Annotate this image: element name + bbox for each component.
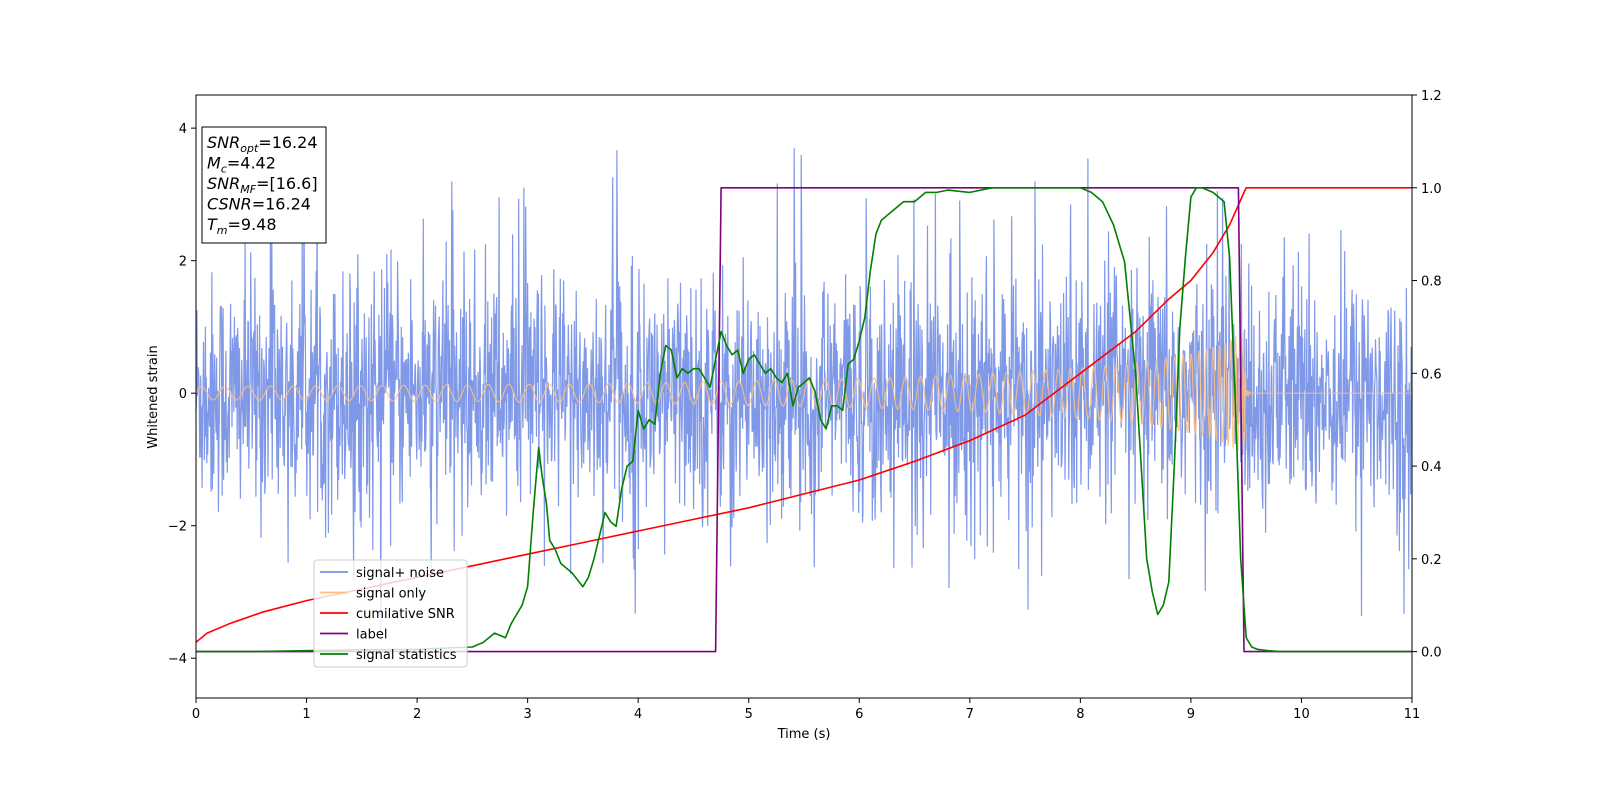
y-tick-label: −2 xyxy=(168,520,187,535)
legend-frame xyxy=(313,559,468,668)
annotation-line: Tm=9.48 xyxy=(207,215,277,237)
x-tick-label: 6 xyxy=(855,707,863,722)
x-tick-label: 9 xyxy=(1187,707,1195,722)
series-signal-statistics-line xyxy=(196,187,1412,653)
y-axis-label: Whitened strain xyxy=(146,345,161,448)
y-tick-label: 2 xyxy=(179,255,187,270)
x-tick-label: 3 xyxy=(523,707,531,722)
x-tick-label: 10 xyxy=(1293,707,1310,722)
annotation-line: SNRMF=[16.6] xyxy=(207,174,318,196)
annotation-line: SNRopt=16.24 xyxy=(207,133,318,155)
y-tick-label: 4 xyxy=(179,122,187,137)
metrics-annotation-box: SNRopt=16.24Mc=4.42SNRMF=[16.6]CSNR=16.2… xyxy=(201,126,327,244)
y-axis-left: −4 −2 0 2 4 xyxy=(168,122,196,667)
series-signal-only-line xyxy=(196,331,1412,455)
series-signal-noise-line xyxy=(196,148,1412,636)
y2-tick-label: 0.6 xyxy=(1421,367,1442,382)
x-axis-label: Time (s) xyxy=(777,727,831,742)
y-tick-label: 0 xyxy=(179,387,187,402)
x-axis: 0 1 2 3 4 5 6 7 8 9 10 11 xyxy=(192,698,1420,722)
x-tick-label: 1 xyxy=(302,707,310,722)
x-tick-label: 4 xyxy=(634,707,642,722)
legend-label: signal statistics xyxy=(356,648,457,663)
legend: signal+ noise signal only cumilative SNR la… xyxy=(313,559,468,668)
annotation-line: CSNR=16.24 xyxy=(207,195,311,214)
y2-tick-label: 0.0 xyxy=(1421,646,1442,661)
x-tick-label: 2 xyxy=(413,707,421,722)
legend-label: signal only xyxy=(356,587,426,602)
y-tick-label: −4 xyxy=(168,652,187,667)
x-tick-label: 11 xyxy=(1404,707,1421,722)
legend-label: cumilative SNR xyxy=(356,607,455,622)
x-tick-label: 8 xyxy=(1076,707,1084,722)
y2-tick-label: 0.2 xyxy=(1421,553,1442,568)
y2-tick-label: 0.4 xyxy=(1421,460,1442,475)
y2-tick-label: 0.8 xyxy=(1421,275,1442,290)
x-tick-label: 0 xyxy=(192,707,200,722)
annotation-frame xyxy=(201,126,327,244)
y2-tick-label: 1.0 xyxy=(1421,182,1442,197)
y-axis-right: 0.0 0.2 0.4 0.6 0.8 1.0 1.2 xyxy=(1412,89,1442,661)
annotation-line: Mc=4.42 xyxy=(207,154,276,176)
legend-label: signal+ noise xyxy=(356,566,444,581)
axes-frame xyxy=(195,94,1413,699)
x-tick-label: 7 xyxy=(966,707,974,722)
y2-tick-label: 1.2 xyxy=(1421,89,1442,104)
legend-label: label xyxy=(356,628,387,643)
x-tick-label: 5 xyxy=(745,707,753,722)
